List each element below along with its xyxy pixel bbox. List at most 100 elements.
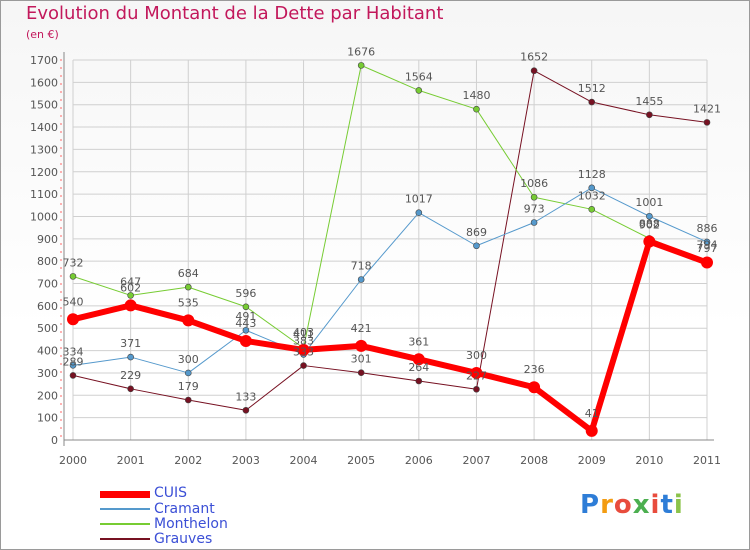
- data-point-cuis: [470, 366, 483, 379]
- data-point-grauves: [357, 369, 365, 377]
- data-label-cramant: 1017: [405, 193, 433, 206]
- data-label-monthelon: 411: [293, 328, 314, 341]
- data-point-cuis: [297, 343, 310, 356]
- series-line-cramant: [72, 187, 708, 374]
- data-label-grauves: 133: [235, 390, 256, 403]
- legend-label-cuis: CUIS: [154, 485, 188, 501]
- data-point-cuis: [182, 314, 195, 327]
- y-tick-label: 1500: [30, 99, 58, 112]
- data-point-cramant: [184, 369, 192, 377]
- data-point-cramant: [357, 276, 365, 283]
- data-point-grauves: [242, 406, 250, 414]
- data-label-cuis: 421: [351, 322, 372, 335]
- data-label-cramant: 1001: [635, 196, 663, 209]
- legend-label-cramant: Cramant: [154, 501, 215, 517]
- x-tick-label: 2008: [520, 454, 548, 467]
- y-tick-label: 1300: [30, 143, 58, 156]
- y-tick-label: 600: [37, 300, 58, 313]
- data-point-monthelon: [127, 292, 134, 299]
- data-point-grauves: [300, 362, 307, 369]
- legend-swatch-cramant: [100, 508, 150, 510]
- data-label-grauves: 1455: [635, 95, 663, 108]
- data-point-grauves: [184, 396, 192, 404]
- data-point-grauves: [69, 372, 77, 379]
- data-point-cramant: [69, 362, 77, 369]
- data-point-grauves: [646, 111, 653, 119]
- series-line-cuis: [72, 238, 709, 434]
- data-point-cuis: [239, 334, 252, 347]
- data-point-cuis: [355, 339, 368, 352]
- data-label-cramant: 869: [466, 226, 487, 239]
- data-label-cramant: 886: [697, 222, 718, 235]
- y-tick-label: 400: [37, 345, 58, 358]
- data-label-cuis: 888: [639, 218, 660, 231]
- x-tick-label: 2010: [635, 454, 663, 467]
- data-label-cramant: 491: [235, 310, 256, 323]
- data-label-cuis: 602: [120, 281, 141, 294]
- data-label-cuis: 540: [63, 295, 84, 308]
- x-tick-label: 2001: [117, 454, 145, 467]
- data-label-cuis: 300: [466, 349, 487, 362]
- data-label-monthelon: 732: [63, 256, 84, 269]
- logo-letter: t: [660, 490, 674, 520]
- data-point-cramant: [415, 209, 423, 216]
- data-point-cuis: [528, 381, 541, 394]
- data-point-grauves: [588, 98, 596, 106]
- data-point-monthelon: [357, 62, 365, 69]
- data-label-cramant: 371: [120, 337, 141, 350]
- x-tick-label: 2005: [347, 454, 375, 467]
- data-point-cuis: [412, 353, 425, 366]
- logo-letter: i: [673, 490, 684, 520]
- data-point-cuis: [67, 313, 79, 326]
- data-point-cramant: [530, 219, 538, 226]
- legend-swatch-grauves: [100, 538, 150, 540]
- x-tick-label: 2007: [462, 454, 490, 467]
- data-label-cuis: 361: [408, 335, 429, 348]
- legend-label-grauves: Grauves: [154, 531, 213, 547]
- data-point-cuis: [124, 299, 137, 312]
- y-tick-label: 1700: [30, 54, 58, 67]
- legend-label-monthelon: Monthelon: [154, 516, 228, 532]
- data-point-grauves: [530, 67, 538, 75]
- data-label-grauves: 1652: [520, 51, 548, 64]
- y-tick-label: 1400: [30, 121, 58, 134]
- data-label-grauves: 333: [293, 346, 314, 359]
- data-point-cramant: [127, 353, 134, 361]
- x-tick-label: 2009: [578, 454, 606, 467]
- data-point-cramant: [588, 184, 596, 192]
- data-label-cramant: 300: [178, 353, 199, 366]
- y-tick-label: 700: [37, 278, 58, 291]
- y-tick-label: 1200: [30, 166, 58, 179]
- data-label-monthelon: 1676: [347, 45, 375, 58]
- data-point-grauves: [473, 385, 480, 393]
- data-label-grauves: 229: [120, 369, 141, 382]
- x-tick-label: 2011: [693, 454, 721, 467]
- y-tick-label: 300: [37, 367, 58, 380]
- data-label-monthelon: 1564: [405, 70, 433, 83]
- data-label-grauves: 264: [408, 361, 429, 374]
- data-label-grauves: 1421: [693, 102, 721, 115]
- legend-swatch-cuis: [100, 491, 150, 498]
- legend-item-monthelon: Monthelon: [100, 516, 300, 533]
- data-label-cuis: 41: [585, 407, 599, 420]
- y-tick-label: 1600: [30, 76, 58, 89]
- y-axis-unit: (en €): [26, 28, 59, 41]
- x-tick-label: 2000: [59, 454, 87, 467]
- y-tick-label: 200: [37, 389, 58, 402]
- data-point-cuis: [643, 235, 656, 248]
- data-label-cramant: 1128: [578, 168, 606, 181]
- data-point-grauves: [127, 385, 134, 393]
- data-label-cuis: 236: [524, 363, 545, 376]
- data-point-cuis: [701, 256, 713, 269]
- data-label-monthelon: 1032: [578, 189, 606, 202]
- data-label-cramant: 973: [524, 203, 545, 216]
- data-label-monthelon: 1480: [462, 89, 490, 102]
- data-label-monthelon: 1086: [520, 177, 548, 190]
- legend-item-cuis: CUIS: [100, 485, 300, 502]
- data-label-monthelon: 684: [178, 267, 199, 280]
- data-label-monthelon: 596: [235, 287, 256, 300]
- y-tick-label: 800: [37, 255, 58, 268]
- data-point-monthelon: [415, 87, 423, 94]
- data-point-monthelon: [588, 206, 596, 213]
